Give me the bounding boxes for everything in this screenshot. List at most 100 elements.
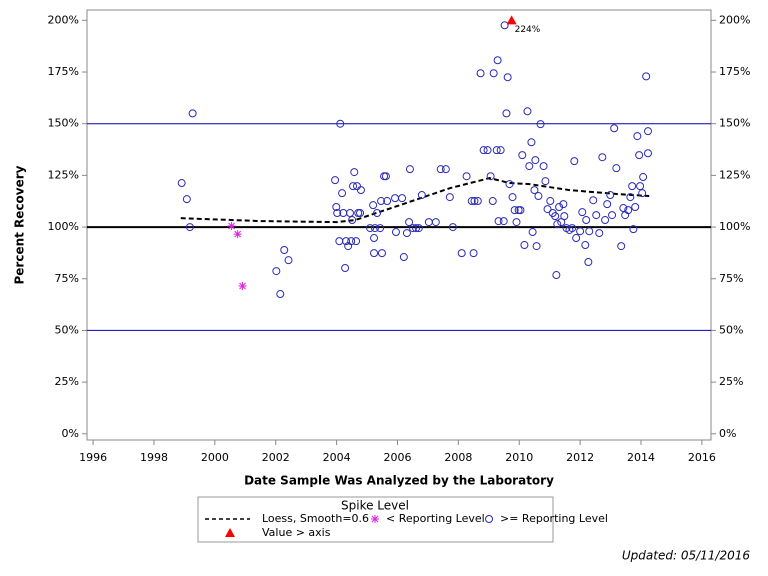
data-point xyxy=(559,200,568,209)
data-point xyxy=(366,224,375,233)
data-point xyxy=(560,212,569,221)
data-point xyxy=(584,258,593,267)
data-point xyxy=(532,242,541,251)
data-point xyxy=(530,186,539,195)
data-point xyxy=(527,138,536,147)
data-point xyxy=(352,237,361,246)
data-point xyxy=(500,21,509,30)
data-point xyxy=(373,209,382,218)
data-point xyxy=(598,153,607,162)
y2-tick-label: 0% xyxy=(719,427,736,440)
data-point xyxy=(578,208,587,217)
data-point xyxy=(369,201,378,210)
y2-tick-label: 50% xyxy=(719,323,743,336)
y-tick-label: 125% xyxy=(48,168,79,181)
data-point xyxy=(489,69,498,78)
data-point xyxy=(572,234,581,243)
data-point xyxy=(601,216,610,225)
data-point xyxy=(494,217,503,226)
data-point xyxy=(508,193,517,202)
data-point xyxy=(356,209,365,218)
data-point xyxy=(643,149,652,158)
data-point xyxy=(457,249,466,258)
data-point xyxy=(272,267,281,276)
legend-label: Value > axis xyxy=(262,526,331,539)
y2-tick-label: 75% xyxy=(719,272,743,285)
data-point xyxy=(606,191,615,200)
data-point xyxy=(624,206,633,215)
data-point xyxy=(626,193,635,202)
y2-tick-label: 150% xyxy=(719,117,750,130)
data-point xyxy=(412,224,421,233)
data-point xyxy=(631,203,640,212)
data-point xyxy=(462,172,471,181)
data-point xyxy=(399,253,408,262)
data-point xyxy=(492,146,501,155)
data-point xyxy=(585,227,594,236)
legend-frame xyxy=(197,496,554,543)
data-point xyxy=(349,182,358,191)
data-point xyxy=(595,229,604,238)
data-point xyxy=(552,271,561,280)
data-point xyxy=(523,107,532,116)
data-point xyxy=(539,162,548,171)
data-point xyxy=(568,224,577,233)
legend-label: >= Reporting Level xyxy=(500,512,608,525)
data-point xyxy=(589,196,598,205)
y-tick-label: 0% xyxy=(62,427,79,440)
y-axis-label: Percent Recovery xyxy=(13,165,27,284)
data-point xyxy=(608,211,617,220)
data-point xyxy=(496,146,505,155)
data-point xyxy=(188,109,197,118)
data-point xyxy=(338,189,347,198)
data-point xyxy=(576,227,585,236)
data-point xyxy=(531,156,540,165)
data-point xyxy=(473,197,482,206)
data-point xyxy=(503,73,512,82)
x-tick-label: 2014 xyxy=(627,451,655,464)
data-point xyxy=(592,211,601,220)
y-tick-label: 175% xyxy=(48,65,79,78)
data-point xyxy=(488,197,497,206)
x-tick-label: 1996 xyxy=(79,451,107,464)
x-tick-label: 2004 xyxy=(323,451,351,464)
data-point xyxy=(356,186,365,195)
legend-title: Spike Level xyxy=(341,499,409,513)
y-tick-label: 200% xyxy=(48,13,79,26)
x-tick-label: 1998 xyxy=(140,451,168,464)
data-point xyxy=(612,164,621,173)
data-point xyxy=(409,224,418,233)
data-point xyxy=(581,241,590,250)
data-point xyxy=(431,218,440,227)
data-point xyxy=(536,120,545,129)
data-point xyxy=(441,165,450,174)
data-point xyxy=(370,224,379,233)
data-point xyxy=(467,197,476,206)
data-point xyxy=(333,209,342,218)
data-label: 224% xyxy=(515,25,541,35)
data-point xyxy=(642,72,651,81)
data-point xyxy=(643,127,652,136)
data-point xyxy=(345,209,354,218)
y-tick-label: 25% xyxy=(55,375,79,388)
legend-label: < Reporting Level xyxy=(386,512,485,525)
legend-label: Loess, Smooth=0.6 xyxy=(262,512,369,525)
plot-frame xyxy=(86,9,712,441)
data-point xyxy=(417,191,426,200)
data-point xyxy=(505,180,514,189)
y-tick-label: 150% xyxy=(48,117,79,130)
x-tick-label: 2006 xyxy=(383,451,411,464)
data-point xyxy=(610,124,619,133)
data-point xyxy=(185,223,194,232)
data-point xyxy=(486,172,495,181)
data-point xyxy=(518,151,527,160)
data-point xyxy=(348,216,357,225)
data-point xyxy=(617,242,626,251)
data-point xyxy=(479,146,488,155)
data-point xyxy=(546,197,555,206)
data-point xyxy=(493,56,502,65)
data-point xyxy=(405,218,414,227)
data-point xyxy=(341,264,350,272)
data-point xyxy=(485,515,493,523)
